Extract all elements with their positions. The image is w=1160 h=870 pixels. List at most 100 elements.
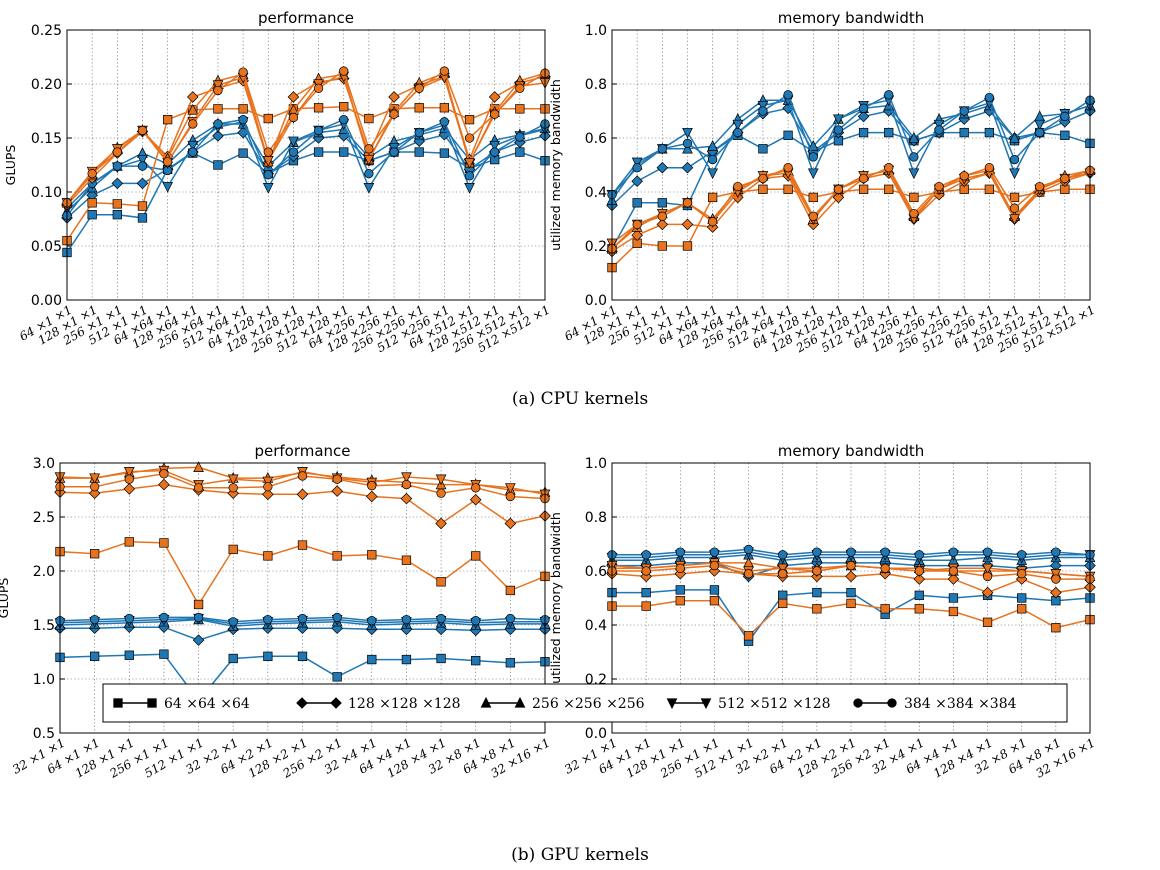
data-point bbox=[263, 551, 273, 561]
data-point bbox=[1009, 192, 1020, 203]
data-point bbox=[505, 658, 516, 668]
data-point bbox=[515, 83, 525, 93]
data-point bbox=[364, 113, 374, 124]
data-point bbox=[313, 125, 324, 136]
chart-title: performance bbox=[258, 9, 354, 27]
data-point bbox=[733, 127, 743, 138]
series-orange-square bbox=[607, 596, 1095, 641]
legend-marker bbox=[514, 696, 526, 708]
data-point bbox=[1051, 623, 1061, 633]
data-point bbox=[88, 487, 101, 500]
data-point bbox=[464, 171, 475, 181]
data-point bbox=[288, 147, 299, 157]
series-orange-circle bbox=[62, 66, 550, 208]
data-point bbox=[982, 617, 993, 627]
y-tick-label: 0.25 bbox=[31, 23, 62, 39]
data-point bbox=[1009, 203, 1020, 213]
data-point bbox=[884, 127, 894, 138]
data-point bbox=[228, 617, 238, 627]
data-point bbox=[263, 113, 273, 124]
data-point bbox=[287, 91, 300, 103]
data-point bbox=[464, 158, 475, 169]
data-point bbox=[469, 493, 482, 506]
data-point bbox=[641, 566, 651, 576]
data-point bbox=[87, 198, 97, 208]
data-point bbox=[812, 566, 822, 576]
data-point bbox=[297, 540, 308, 550]
series-orange-square bbox=[55, 537, 550, 610]
data-point bbox=[880, 547, 890, 557]
data-point bbox=[858, 184, 869, 194]
legend-entry-triangle-down: 512 ×512 ×128 bbox=[666, 696, 831, 712]
data-point bbox=[675, 585, 685, 595]
legend-label: 512 ×512 ×128 bbox=[718, 696, 831, 712]
data-point bbox=[1017, 604, 1027, 614]
data-point bbox=[1060, 173, 1070, 184]
data-point bbox=[504, 517, 517, 530]
y-tick-label: 0.8 bbox=[585, 77, 607, 93]
data-point bbox=[365, 490, 378, 503]
data-point bbox=[332, 672, 342, 682]
data-point bbox=[401, 654, 412, 665]
data-point bbox=[948, 593, 959, 603]
data-point bbox=[464, 133, 475, 143]
data-point bbox=[682, 198, 693, 208]
data-point bbox=[858, 173, 869, 184]
data-point bbox=[1035, 127, 1045, 138]
data-point bbox=[681, 218, 694, 231]
data-point bbox=[675, 563, 685, 573]
data-point bbox=[681, 161, 694, 174]
data-point bbox=[137, 213, 148, 223]
chart-title: memory bandwidth bbox=[778, 9, 925, 27]
data-point bbox=[707, 154, 718, 165]
data-point bbox=[1009, 168, 1020, 180]
data-point bbox=[709, 596, 720, 606]
data-point bbox=[657, 198, 667, 208]
data-point bbox=[783, 184, 793, 194]
y-tick-label: 0.4 bbox=[585, 618, 607, 634]
chart-title: memory bandwidth bbox=[778, 442, 925, 460]
data-point bbox=[709, 547, 720, 557]
data-point bbox=[758, 144, 768, 154]
y-tick-label: 1.0 bbox=[585, 456, 607, 472]
data-point bbox=[812, 604, 822, 614]
data-point bbox=[213, 160, 223, 170]
legend-label: 256 ×256 ×256 bbox=[532, 696, 645, 712]
data-point bbox=[162, 181, 173, 193]
data-point bbox=[505, 585, 516, 596]
data-point bbox=[364, 168, 374, 179]
data-point bbox=[880, 604, 890, 614]
data-point bbox=[87, 168, 97, 179]
data-point bbox=[228, 483, 238, 493]
data-point bbox=[186, 91, 199, 103]
data-point bbox=[238, 148, 248, 158]
data-point bbox=[188, 147, 198, 157]
data-point bbox=[833, 184, 844, 194]
data-point bbox=[641, 550, 651, 560]
data-point bbox=[984, 163, 995, 173]
data-point bbox=[807, 140, 819, 151]
y-axis-label: utilized memory bandwidth bbox=[548, 79, 563, 251]
cpu-performance-panel: 0.00 0.05 0.10 0.15 0.20 0.25 performance GLUPS… bbox=[3, 9, 553, 356]
data-point bbox=[675, 596, 685, 606]
y-axis-label: utilized memory bandwidth bbox=[548, 512, 563, 684]
legend-marker bbox=[480, 696, 492, 708]
data-point bbox=[846, 598, 856, 609]
data-point bbox=[159, 612, 169, 623]
data-point bbox=[631, 157, 643, 169]
data-point bbox=[884, 184, 894, 194]
series-orange-square bbox=[607, 184, 1095, 273]
data-point bbox=[505, 613, 516, 624]
data-point bbox=[296, 488, 309, 501]
y-tick-label: 0.4 bbox=[585, 185, 607, 201]
data-point bbox=[682, 142, 693, 154]
data-point bbox=[709, 585, 720, 595]
data-point bbox=[188, 119, 198, 129]
legend-marker bbox=[700, 698, 712, 710]
data-point bbox=[777, 563, 789, 575]
data-point bbox=[332, 612, 342, 623]
y-tick-label: 3.0 bbox=[33, 456, 55, 472]
data-point bbox=[193, 483, 204, 493]
series-line bbox=[611, 166, 1091, 250]
